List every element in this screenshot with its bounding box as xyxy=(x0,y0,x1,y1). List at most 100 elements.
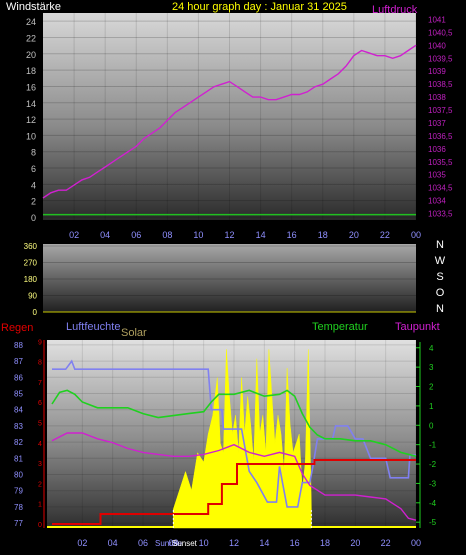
temperature-line xyxy=(51,389,417,458)
right-tick-label: 1035,5 xyxy=(428,158,453,167)
left-tick-label: 10 xyxy=(26,131,36,141)
temperature-tick-label: 1 xyxy=(429,402,434,411)
x-tick-label: 16 xyxy=(290,538,300,548)
left-tick-label: 18 xyxy=(26,66,36,76)
humidity-tick-label: 78 xyxy=(14,503,23,512)
left-tick-label: 2 xyxy=(31,197,36,207)
direction-label: S xyxy=(436,271,443,283)
left-tick-label: 0 xyxy=(31,213,36,223)
humidity-tick-label: 86 xyxy=(14,373,23,382)
legend-luftfeuchte: Luftfeuchte xyxy=(66,321,120,333)
x-tick-label: 22 xyxy=(380,230,390,240)
rain-tick-label: 8 xyxy=(38,360,42,367)
right-tick-label: 1038,5 xyxy=(428,80,453,89)
sunrise-label: Sunrise xyxy=(155,539,183,548)
humidity-tick-label: 87 xyxy=(14,357,23,366)
left-tick-label: 22 xyxy=(26,33,36,43)
direction-tick-label: 90 xyxy=(28,292,37,301)
rain-tick-label: 9 xyxy=(38,339,42,346)
header-left: Windstärke xyxy=(6,1,61,13)
x-tick-label: 06 xyxy=(138,538,148,548)
left-tick-label: 16 xyxy=(26,82,36,92)
left-tick-label: 14 xyxy=(26,99,36,109)
left-tick-label: 6 xyxy=(31,164,36,174)
direction-label: W xyxy=(435,255,446,267)
legend-regen: Regen xyxy=(1,322,33,334)
left-tick-label: 12 xyxy=(26,115,36,125)
x-tick-label: 22 xyxy=(381,538,391,548)
direction-label: N xyxy=(436,303,444,315)
right-tick-label: 1034,5 xyxy=(428,184,453,193)
x-tick-label: 10 xyxy=(193,230,203,240)
x-tick-label: 12 xyxy=(229,538,239,548)
rain-line xyxy=(52,459,416,525)
x-tick-label: 12 xyxy=(224,230,234,240)
direction-tick-label: 0 xyxy=(33,308,38,317)
right-tick-label: 1037 xyxy=(428,119,446,128)
x-tick-label: 18 xyxy=(318,230,328,240)
x-tick-label: 00 xyxy=(411,538,421,548)
x-tick-label: 20 xyxy=(349,230,359,240)
right-tick-label: 1033,5 xyxy=(428,210,453,219)
left-tick-label: 4 xyxy=(31,180,36,190)
right-tick-label: 1037,5 xyxy=(428,106,453,115)
humidity-tick-label: 77 xyxy=(14,519,23,528)
chart-marks xyxy=(42,44,417,529)
pressure-line xyxy=(42,44,417,199)
temperature-tick-label: -1 xyxy=(429,441,437,450)
x-tick-label: 14 xyxy=(259,538,269,548)
humidity-tick-label: 81 xyxy=(14,454,23,463)
left-tick-label: 20 xyxy=(26,50,36,60)
x-tick-label: 02 xyxy=(77,538,87,548)
direction-label: O xyxy=(436,287,445,299)
right-tick-label: 1034 xyxy=(428,197,446,206)
temperature-tick-label: 2 xyxy=(429,383,434,392)
x-tick-label: 00 xyxy=(411,230,421,240)
x-tick-label: 08 xyxy=(162,230,172,240)
humidity-tick-label: 79 xyxy=(14,487,23,496)
humidity-tick-label: 88 xyxy=(14,341,23,350)
rain-tick-label: 5 xyxy=(38,421,42,428)
x-tick-label: 08 xyxy=(168,538,178,548)
right-tick-label: 1039,5 xyxy=(428,54,453,63)
dewpoint-line xyxy=(51,432,417,521)
sunset-label: Sunset xyxy=(172,539,198,548)
x-tick-label: 14 xyxy=(256,230,266,240)
rain-tick-label: 4 xyxy=(38,441,42,448)
right-tick-label: 1036,5 xyxy=(428,132,453,141)
right-tick-label: 1040,5 xyxy=(428,28,453,37)
left-tick-label: 8 xyxy=(31,148,36,158)
right-tick-label: 1040 xyxy=(428,41,446,50)
temperature-tick-label: -4 xyxy=(429,499,437,508)
pressure-panel xyxy=(43,13,416,220)
x-tick-label: 10 xyxy=(199,538,209,548)
x-tick-label: 16 xyxy=(287,230,297,240)
humidity-tick-label: 83 xyxy=(14,422,23,431)
right-tick-label: 1036 xyxy=(428,145,446,154)
x-tick-label: 20 xyxy=(350,538,360,548)
x-tick-label: 04 xyxy=(108,538,118,548)
humidity-tick-label: 84 xyxy=(14,406,23,415)
solar-area xyxy=(173,349,312,529)
temperature-tick-label: 3 xyxy=(429,363,434,372)
rain-tick-label: 1 xyxy=(38,502,42,509)
rain-tick-label: 7 xyxy=(38,380,42,387)
rain-tick-label: 6 xyxy=(38,400,42,407)
direction-tick-label: 360 xyxy=(24,242,38,251)
temperature-tick-label: 4 xyxy=(429,344,434,353)
right-tick-label: 1039 xyxy=(428,67,446,76)
humidity-tick-label: 80 xyxy=(14,471,23,480)
humidity-line xyxy=(52,359,416,508)
humidity-tick-label: 82 xyxy=(14,438,23,447)
temperature-tick-label: -2 xyxy=(429,460,437,469)
left-tick-label: 24 xyxy=(26,17,36,27)
x-tick-label: 04 xyxy=(100,230,110,240)
direction-label: N xyxy=(436,239,444,251)
header-center: 24 hour graph day : Januar 31 2025 xyxy=(172,1,347,13)
x-tick-label: 06 xyxy=(131,230,141,240)
x-tick-label: 02 xyxy=(69,230,79,240)
rain-tick-label: 2 xyxy=(38,481,42,488)
direction-tick-label: 270 xyxy=(24,259,38,268)
right-tick-label: 1035 xyxy=(428,171,446,180)
